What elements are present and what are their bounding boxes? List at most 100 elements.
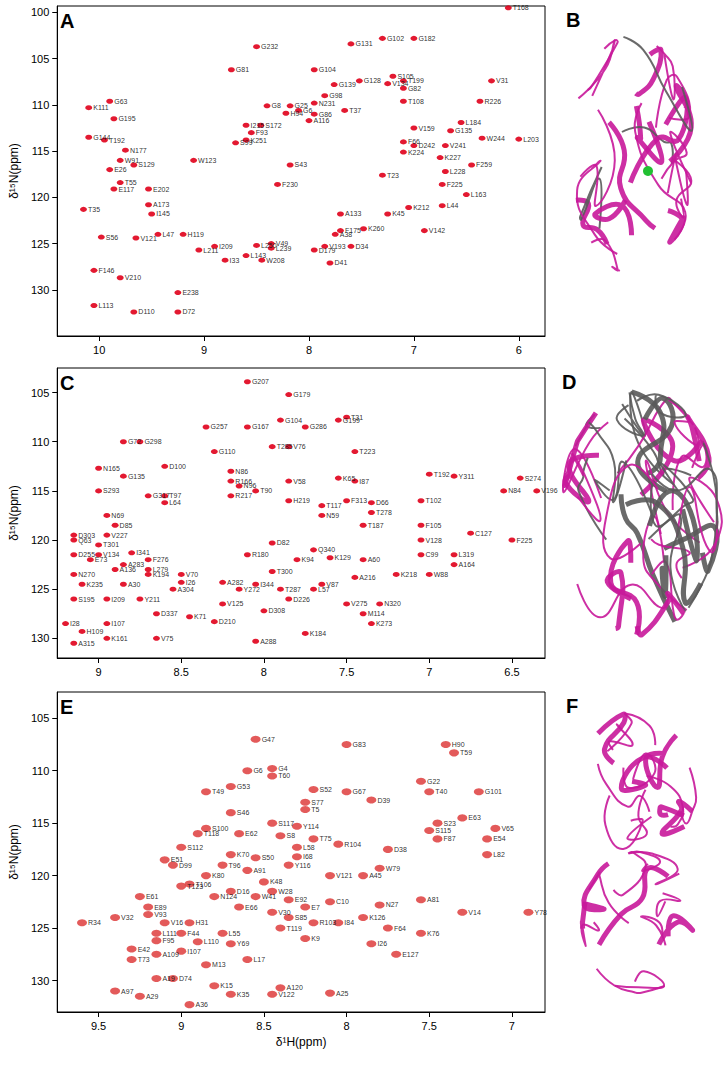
svg-text:A216: A216 — [359, 574, 375, 581]
svg-text:120: 120 — [31, 191, 49, 203]
svg-text:K76: K76 — [427, 930, 440, 937]
svg-text:D308: D308 — [268, 607, 285, 614]
svg-text:W88: W88 — [434, 571, 449, 578]
svg-text:F225: F225 — [516, 537, 532, 544]
svg-text:S46: S46 — [237, 809, 250, 816]
svg-text:F87: F87 — [444, 835, 456, 842]
svg-text:G207: G207 — [252, 378, 269, 385]
svg-text:L250: L250 — [261, 242, 277, 249]
svg-text:A109: A109 — [162, 951, 178, 958]
svg-text:K35: K35 — [237, 991, 250, 998]
svg-text:A30: A30 — [128, 581, 141, 588]
svg-text:N177: N177 — [130, 147, 147, 154]
svg-text:Q340: Q340 — [318, 546, 335, 554]
svg-text:E89: E89 — [154, 904, 167, 911]
svg-text:T287: T287 — [285, 586, 301, 593]
svg-text:S293: S293 — [103, 487, 119, 494]
svg-text:N320: N320 — [384, 600, 401, 607]
svg-text:S52: S52 — [320, 786, 333, 793]
svg-text:N86: N86 — [235, 468, 248, 475]
svg-text:S112: S112 — [187, 844, 203, 851]
svg-text:E92: E92 — [295, 896, 308, 903]
svg-text:L47: L47 — [162, 231, 174, 238]
svg-text:V121: V121 — [140, 235, 156, 242]
svg-text:G102: G102 — [387, 35, 404, 42]
svg-text:E63: E63 — [468, 814, 481, 821]
svg-text:D100: D100 — [169, 463, 186, 470]
svg-text:L163: L163 — [471, 191, 487, 198]
svg-text:L82: L82 — [493, 851, 505, 858]
svg-text:V70: V70 — [186, 571, 199, 578]
svg-text:G135: G135 — [128, 473, 145, 480]
svg-text:D337: D337 — [161, 610, 178, 617]
svg-text:H119: H119 — [188, 231, 204, 238]
svg-text:F44: F44 — [187, 930, 199, 937]
svg-text:K251: K251 — [251, 137, 267, 144]
svg-text:L228: L228 — [450, 168, 466, 175]
svg-text:T31: T31 — [351, 414, 363, 421]
svg-text:V76: V76 — [293, 443, 306, 450]
svg-text:K9: K9 — [311, 935, 320, 942]
svg-text:110: 110 — [32, 765, 50, 777]
svg-text:S195: S195 — [78, 596, 94, 603]
svg-text:100: 100 — [31, 6, 49, 18]
svg-text:F175: F175 — [345, 227, 361, 234]
svg-text:G72: G72 — [128, 438, 141, 445]
svg-text:L113: L113 — [98, 302, 113, 309]
svg-text:7.5: 7.5 — [339, 666, 354, 678]
svg-text:G128: G128 — [364, 77, 381, 84]
svg-text:125: 125 — [31, 583, 49, 595]
svg-text:G298: G298 — [144, 438, 161, 445]
svg-text:V30: V30 — [278, 909, 291, 916]
svg-text:T300: T300 — [277, 568, 293, 575]
svg-text:Y114: Y114 — [303, 823, 319, 830]
svg-text:D34: D34 — [355, 243, 368, 250]
svg-text:K212: K212 — [413, 204, 429, 211]
svg-text:K235: K235 — [87, 581, 103, 588]
svg-text:R180: R180 — [252, 551, 269, 558]
svg-text:N231: N231 — [319, 100, 336, 107]
svg-text:G167: G167 — [252, 423, 269, 430]
svg-text:K71: K71 — [194, 613, 207, 620]
svg-text:R217: R217 — [235, 492, 252, 499]
svg-text:S8: S8 — [286, 832, 295, 839]
svg-text:115: 115 — [32, 145, 50, 157]
svg-text:E7: E7 — [311, 904, 320, 911]
svg-text:S50: S50 — [262, 854, 275, 861]
svg-text:T75: T75 — [320, 835, 332, 842]
svg-text:G67: G67 — [353, 788, 366, 795]
svg-text:F95: F95 — [162, 937, 174, 944]
svg-text:L111: L111 — [162, 930, 177, 937]
svg-text:R226: R226 — [484, 98, 501, 105]
svg-text:L64: L64 — [169, 499, 181, 506]
svg-text:L17: L17 — [253, 956, 265, 963]
svg-text:H109: H109 — [87, 628, 104, 635]
svg-text:Y211: Y211 — [144, 596, 160, 603]
svg-text:K15: K15 — [220, 982, 233, 989]
svg-text:9: 9 — [96, 666, 102, 678]
svg-text:130: 130 — [31, 632, 49, 644]
svg-text:T49: T49 — [212, 788, 224, 795]
svg-text:G53: G53 — [237, 783, 250, 790]
svg-text:A282: A282 — [227, 579, 243, 586]
svg-text:N270: N270 — [78, 571, 95, 578]
svg-text:A: A — [60, 10, 74, 32]
svg-text:D85: D85 — [120, 522, 133, 529]
svg-text:V14: V14 — [468, 909, 481, 916]
svg-text:Y78: Y78 — [534, 909, 547, 916]
svg-text:R34: R34 — [88, 919, 101, 926]
svg-text:W79: W79 — [386, 865, 401, 872]
svg-text:S129: S129 — [138, 161, 154, 168]
svg-text:D74: D74 — [179, 975, 192, 982]
svg-text:G6: G6 — [253, 767, 262, 774]
svg-text:N27: N27 — [386, 901, 399, 908]
svg-text:K260: K260 — [368, 225, 384, 232]
svg-text:G232: G232 — [261, 43, 278, 50]
svg-text:K94: K94 — [301, 556, 314, 563]
svg-text:L58: L58 — [303, 844, 315, 851]
svg-text:V227: V227 — [111, 532, 127, 539]
svg-text:L319: L319 — [459, 551, 475, 558]
svg-text:F93: F93 — [256, 129, 268, 136]
svg-text:K161: K161 — [111, 635, 127, 642]
svg-text:G4: G4 — [278, 765, 287, 772]
